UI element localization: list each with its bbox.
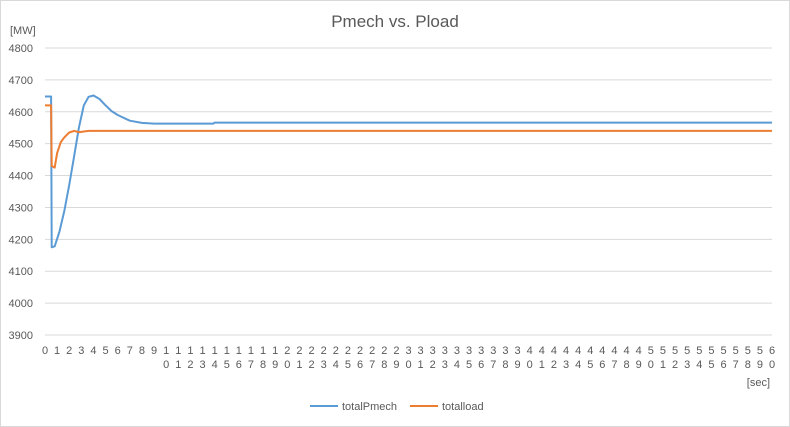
- chart-title: Pmech vs. Pload: [331, 12, 459, 31]
- y-tick-label: 4500: [9, 139, 33, 151]
- x-tick-label: 7: [127, 345, 133, 357]
- legend: totalPmech totalload: [310, 401, 484, 413]
- x-tick-label: 6: [115, 345, 121, 357]
- series-lines: [45, 94, 772, 249]
- y-tick-label: 4400: [9, 171, 33, 183]
- y-tick-label: 3900: [9, 330, 33, 342]
- x-tick-label: 5: [103, 345, 109, 357]
- series-line-totalload: [45, 104, 772, 169]
- y-tick-label: 4800: [9, 43, 33, 55]
- x-axis-label: [sec]: [747, 377, 770, 389]
- y-tick-label: 4000: [9, 298, 33, 310]
- x-tick-label: 2: [66, 345, 72, 357]
- x-tick-label: 1: [54, 345, 60, 357]
- series-line-totalPmech: [45, 94, 772, 249]
- y-tick-labels: 3900 4000 4100 4200 4300 4400 4500 4600 4700 4800: [9, 43, 33, 342]
- y-axis-label: [MW]: [10, 25, 36, 37]
- x-tick-label: 0: [42, 345, 48, 357]
- y-tick-label: 4200: [9, 234, 33, 246]
- x-tick-label: 4: [90, 345, 96, 357]
- y-tick-label: 4600: [9, 107, 33, 119]
- x-tick-labels: 0 1 2 3 4 5 6 7 8 9 1 01 11 21 31 41 51 61 71 81 92 02 12 22 32 4…: [42, 345, 775, 371]
- y-tick-label: 4300: [9, 202, 33, 214]
- legend-label-totalload: totalload: [442, 401, 484, 413]
- y-tick-label: 4700: [9, 75, 33, 87]
- y-tick-label: 4100: [9, 266, 33, 278]
- legend-label-totalPmech: totalPmech: [342, 401, 397, 413]
- grid-lines: [45, 47, 772, 336]
- x-tick-label: 9: [151, 345, 157, 357]
- x-tick-label: 3: [78, 345, 84, 357]
- x-tick-label: 8: [139, 345, 145, 357]
